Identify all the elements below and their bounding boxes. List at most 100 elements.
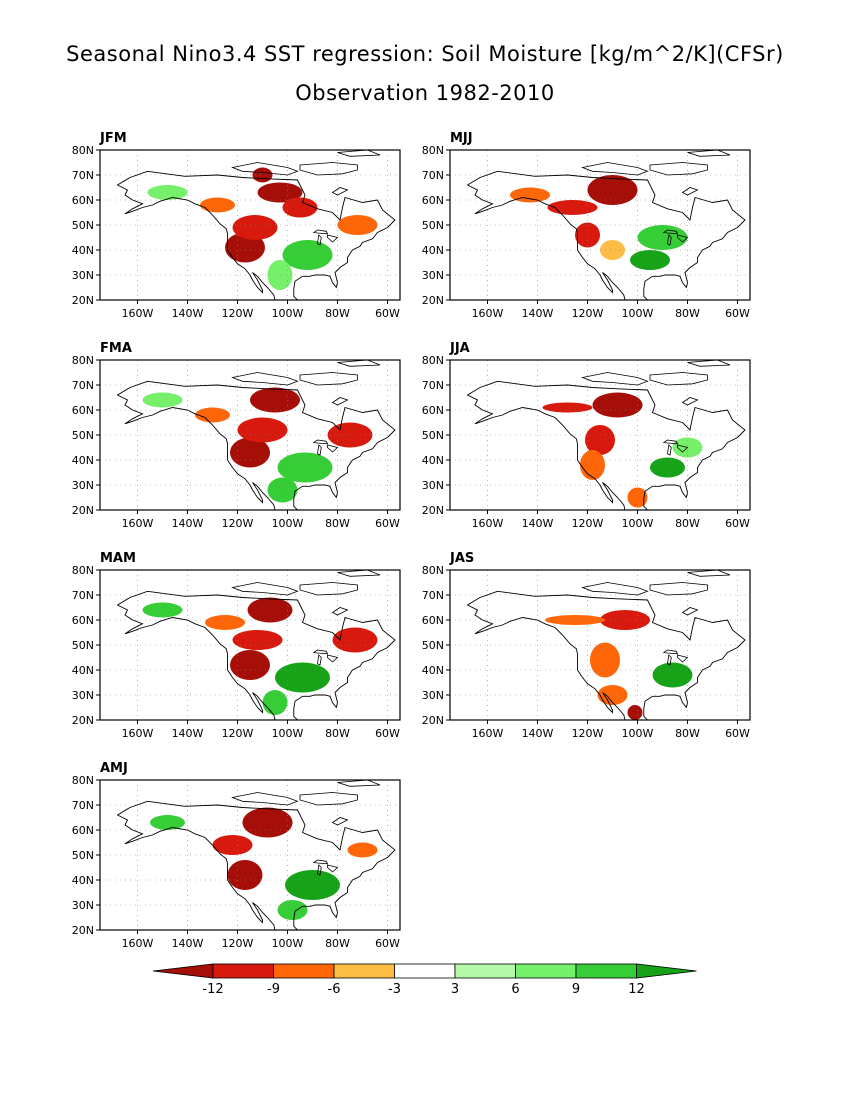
colorbar: -12 -9 -6 -3 3 6 9 12: [152, 963, 697, 997]
lat-tick-label: 30N: [72, 269, 94, 282]
lon-tick-label: 80W: [675, 727, 700, 740]
lake-outline: [662, 649, 679, 655]
lat-tick-label: 60N: [422, 404, 444, 417]
lat-tick-label: 30N: [72, 899, 94, 912]
island-outline: [337, 780, 381, 787]
anomaly-region: [262, 690, 288, 715]
lat-tick-label: 50N: [72, 849, 94, 862]
lat-tick-label: 80N: [72, 354, 94, 367]
island-outline: [687, 150, 731, 157]
lat-tick-label: 60N: [72, 824, 94, 837]
lat-tick-label: 50N: [422, 429, 444, 442]
island-outline: [331, 607, 349, 616]
lat-tick-label: 50N: [72, 219, 94, 232]
lat-tick-label: 40N: [72, 454, 94, 467]
anomaly-region: [267, 477, 298, 503]
island-outline: [299, 162, 358, 176]
lat-tick-label: 40N: [422, 244, 444, 257]
anomaly-region: [277, 452, 333, 483]
anomaly-region: [242, 807, 293, 838]
anomaly-region: [230, 650, 270, 680]
island-outline: [581, 582, 649, 596]
lat-tick-label: 70N: [72, 799, 94, 812]
anomaly-region: [275, 662, 330, 693]
anomaly-region: [600, 240, 625, 260]
panel-title: JFM: [99, 131, 127, 146]
anomaly-region: [195, 407, 230, 423]
lake-outline: [667, 234, 672, 246]
lon-tick-label: 100W: [272, 727, 304, 740]
lat-tick-label: 60N: [422, 194, 444, 207]
panel-title: AMJ: [100, 761, 128, 776]
anomaly-region: [142, 602, 183, 618]
island-outline: [649, 162, 708, 176]
anomaly-region: [597, 685, 628, 705]
coastline: [466, 380, 746, 510]
lat-tick-label: 20N: [72, 714, 94, 727]
lon-tick-label: 140W: [172, 727, 204, 740]
lake-outline: [667, 654, 672, 666]
lat-tick-label: 50N: [422, 219, 444, 232]
anomaly-region: [585, 425, 615, 455]
island-outline: [337, 150, 381, 157]
island-outline: [231, 792, 299, 806]
lake-outline: [327, 444, 339, 453]
lake-outline: [317, 234, 322, 246]
anomaly-region: [630, 250, 670, 270]
lon-tick-label: 140W: [172, 937, 204, 950]
lat-tick-label: 30N: [422, 479, 444, 492]
lat-tick-label: 20N: [422, 714, 444, 727]
lon-tick-label: 160W: [472, 517, 504, 530]
anomaly-region: [285, 870, 340, 900]
lon-tick-label: 160W: [122, 307, 154, 320]
lat-tick-label: 80N: [422, 144, 444, 157]
map-panel: MJJ 20N 30N 40N 50N 60N 70N 80N 160W 140W 120W 100W…: [422, 131, 751, 320]
anomaly-region: [592, 392, 643, 418]
lon-tick-label: 120W: [572, 517, 604, 530]
island-outline: [581, 162, 649, 176]
anomaly-region: [277, 900, 308, 920]
lat-tick-label: 40N: [72, 664, 94, 677]
lat-tick-label: 40N: [72, 244, 94, 257]
lon-tick-label: 60W: [375, 307, 400, 320]
lat-tick-label: 60N: [72, 614, 94, 627]
colorbar-swatch: [515, 963, 577, 979]
anomaly-region: [205, 615, 245, 630]
lon-tick-label: 100W: [622, 727, 654, 740]
coastline: [116, 380, 396, 510]
panel-title: JJA: [449, 341, 470, 356]
anomaly-region: [282, 197, 318, 218]
island-outline: [299, 582, 358, 596]
map-panel: MAM 20N 30N 40N 50N 60N 70N 80N 160W 140W 120W 100W…: [72, 551, 401, 740]
lake-outline: [677, 444, 689, 453]
anomaly-region: [627, 705, 643, 720]
lon-tick-label: 60W: [375, 727, 400, 740]
lon-tick-label: 100W: [272, 517, 304, 530]
anomaly-region: [590, 642, 620, 678]
chart-subtitle: Observation 1982-2010: [295, 81, 555, 105]
anomaly-region: [652, 662, 693, 688]
colorbar-swatch: [212, 963, 274, 979]
lake-outline: [327, 234, 339, 243]
lat-tick-label: 60N: [72, 194, 94, 207]
lon-tick-label: 80W: [675, 517, 700, 530]
map-content: [450, 360, 750, 510]
lat-tick-label: 20N: [72, 294, 94, 307]
island-outline: [299, 792, 358, 806]
island-outline: [681, 397, 699, 406]
lake-outline: [662, 229, 679, 235]
lon-tick-label: 120W: [572, 727, 604, 740]
island-outline: [299, 372, 358, 386]
lon-tick-label: 100W: [622, 307, 654, 320]
anomaly-region: [347, 842, 378, 858]
colorbar-tick-label: 3: [451, 982, 459, 997]
lake-outline: [327, 654, 339, 663]
anomaly-region: [147, 185, 188, 200]
lon-tick-label: 140W: [522, 727, 554, 740]
anomaly-region: [227, 860, 263, 890]
island-outline: [331, 187, 349, 196]
map-content: [450, 570, 750, 720]
lat-tick-label: 70N: [422, 379, 444, 392]
lon-tick-label: 160W: [472, 307, 504, 320]
lat-tick-label: 80N: [72, 144, 94, 157]
